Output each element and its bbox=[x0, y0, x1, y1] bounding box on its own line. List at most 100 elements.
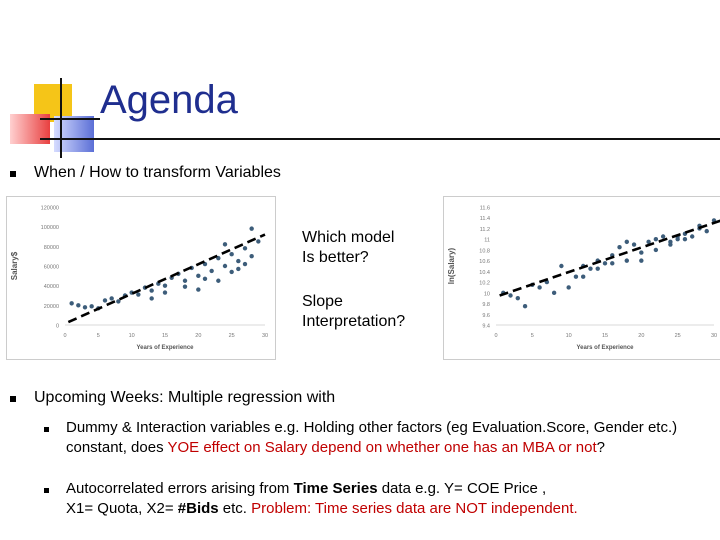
data-point bbox=[102, 298, 108, 303]
slope-callout: Slope Interpretation? bbox=[302, 292, 405, 332]
data-point bbox=[682, 236, 688, 242]
data-point bbox=[116, 299, 121, 304]
y-tick-label: 11.2 bbox=[480, 227, 490, 233]
x-tick-label: 10 bbox=[129, 333, 135, 339]
data-point bbox=[149, 288, 154, 293]
data-point bbox=[249, 226, 254, 231]
y-tick-label: 9.6 bbox=[482, 313, 490, 319]
data-point bbox=[624, 239, 629, 245]
y-tick-label: 10 bbox=[484, 291, 490, 297]
y-tick-label: 40000 bbox=[44, 284, 59, 290]
x-tick-label: 10 bbox=[566, 333, 572, 339]
x-axis-label: Years of Experience bbox=[136, 345, 194, 351]
dummy-text-b: ? bbox=[596, 439, 605, 456]
data-point bbox=[256, 239, 261, 244]
salary-chart-frame: 0 20000 40000 60000 80000 100000 120000 0 5 10 15 2… bbox=[6, 196, 276, 360]
data-point bbox=[573, 274, 579, 279]
data-point bbox=[581, 274, 586, 279]
data-point bbox=[242, 246, 248, 251]
y-tick-label: 0 bbox=[56, 324, 59, 330]
which-model-callout: Which model Is better? bbox=[302, 228, 394, 268]
data-point bbox=[639, 258, 644, 263]
bullet-marker-1 bbox=[10, 171, 16, 177]
x-tick-label: 15 bbox=[162, 333, 168, 339]
auto-red-text: Problem: Time series data are NOT indepe… bbox=[251, 500, 578, 517]
data-point bbox=[610, 261, 615, 266]
y-tick-label: 11.6 bbox=[480, 206, 490, 212]
data-point bbox=[690, 234, 695, 239]
dummy-line2: constant, does YOE effect on Salary depe… bbox=[66, 438, 720, 458]
x-tick-label: 0 bbox=[63, 333, 66, 339]
data-point bbox=[617, 245, 622, 250]
slope-line1: Slope bbox=[302, 293, 343, 310]
data-point bbox=[595, 266, 600, 271]
data-point bbox=[182, 284, 188, 289]
data-point bbox=[602, 261, 608, 266]
y-tick-label: 9.8 bbox=[482, 302, 490, 308]
data-point bbox=[624, 258, 629, 263]
data-point bbox=[209, 268, 214, 274]
auto-coe-price: COE Price bbox=[466, 480, 538, 497]
auto-bold-time-series: Time Series bbox=[293, 480, 378, 497]
y-tick-label: 80000 bbox=[44, 245, 59, 251]
data-point bbox=[515, 295, 520, 301]
y-tick-label: 20000 bbox=[44, 304, 59, 310]
y-tick-label: 10.8 bbox=[479, 248, 490, 254]
data-point bbox=[216, 278, 221, 283]
data-point bbox=[196, 287, 201, 292]
y-tick-label: 60000 bbox=[44, 265, 59, 271]
x-axis-label: Years of Experience bbox=[576, 345, 634, 351]
data-point bbox=[653, 247, 659, 253]
which-model-line2: Is better? bbox=[302, 249, 369, 266]
logo-mark bbox=[10, 78, 100, 160]
y-tick-label: 10.6 bbox=[479, 259, 490, 265]
dummy-text-a: constant, does bbox=[66, 439, 168, 456]
y-tick-label: 100000 bbox=[41, 225, 59, 231]
data-point bbox=[109, 296, 114, 301]
x-tick-label: 15 bbox=[602, 333, 608, 339]
data-point bbox=[76, 303, 81, 308]
title-underline bbox=[40, 138, 720, 140]
auto-text-d: X1= bbox=[66, 500, 98, 517]
sub-bullet-dummy: Dummy & Interaction variables e.g. Holdi… bbox=[66, 418, 720, 458]
x-tick-label: 0 bbox=[494, 333, 497, 339]
salary-scatter-chart: 0 20000 40000 60000 80000 100000 120000 0 5 10 15 2… bbox=[10, 206, 268, 352]
data-point bbox=[162, 283, 168, 288]
data-point bbox=[704, 228, 709, 234]
ln-salary-scatter-chart: 9.4 9.6 9.8 10 10.2 10.4 10.6 10.8 11 11.2 11.4 11.… bbox=[447, 206, 720, 351]
data-point bbox=[222, 263, 228, 269]
data-point bbox=[537, 285, 542, 290]
x-tick-label: 25 bbox=[675, 333, 681, 339]
slide-title: Agenda bbox=[100, 78, 238, 122]
bullet-marker-2 bbox=[10, 396, 16, 402]
dummy-red-text: YOE effect on Salary depend on whether o… bbox=[167, 439, 597, 456]
data-point bbox=[646, 239, 651, 245]
data-point bbox=[236, 258, 241, 264]
data-point bbox=[149, 296, 154, 301]
data-point bbox=[559, 263, 564, 269]
auto-line2: X1= Quota, X2= #Bids etc. Problem: Time … bbox=[66, 499, 720, 519]
data-point bbox=[668, 239, 673, 245]
data-point bbox=[182, 278, 188, 283]
data-point bbox=[249, 253, 254, 259]
data-point bbox=[162, 290, 168, 295]
data-point bbox=[653, 236, 659, 242]
y-axis-label: Salary$ bbox=[10, 251, 19, 280]
data-point bbox=[639, 250, 644, 255]
auto-text-b: data e.g. Y= bbox=[377, 480, 467, 497]
data-point bbox=[229, 252, 234, 257]
x-tick-label: 30 bbox=[262, 333, 268, 339]
logo-horizontal-line bbox=[40, 118, 100, 120]
y-axis-label: ln(Salary) bbox=[447, 247, 456, 284]
x-tick-label: 30 bbox=[711, 333, 717, 339]
auto-text-a: Autocorrelated errors arising from bbox=[66, 480, 294, 497]
auto-bids: #Bids bbox=[177, 500, 219, 517]
sub-bullet-auto: Autocorrelated errors arising from Time … bbox=[66, 479, 720, 519]
data-point bbox=[660, 234, 666, 239]
sub-bullet-marker-2 bbox=[44, 488, 49, 493]
ln-salary-chart-frame: 9.4 9.6 9.8 10 10.2 10.4 10.6 10.8 11 11.2 11.4 11.… bbox=[443, 196, 720, 360]
data-point bbox=[588, 266, 593, 271]
auto-line1: Autocorrelated errors arising from Time … bbox=[66, 479, 720, 499]
data-point bbox=[89, 304, 94, 309]
dummy-line1: Dummy & Interaction variables e.g. Holdi… bbox=[66, 419, 678, 436]
